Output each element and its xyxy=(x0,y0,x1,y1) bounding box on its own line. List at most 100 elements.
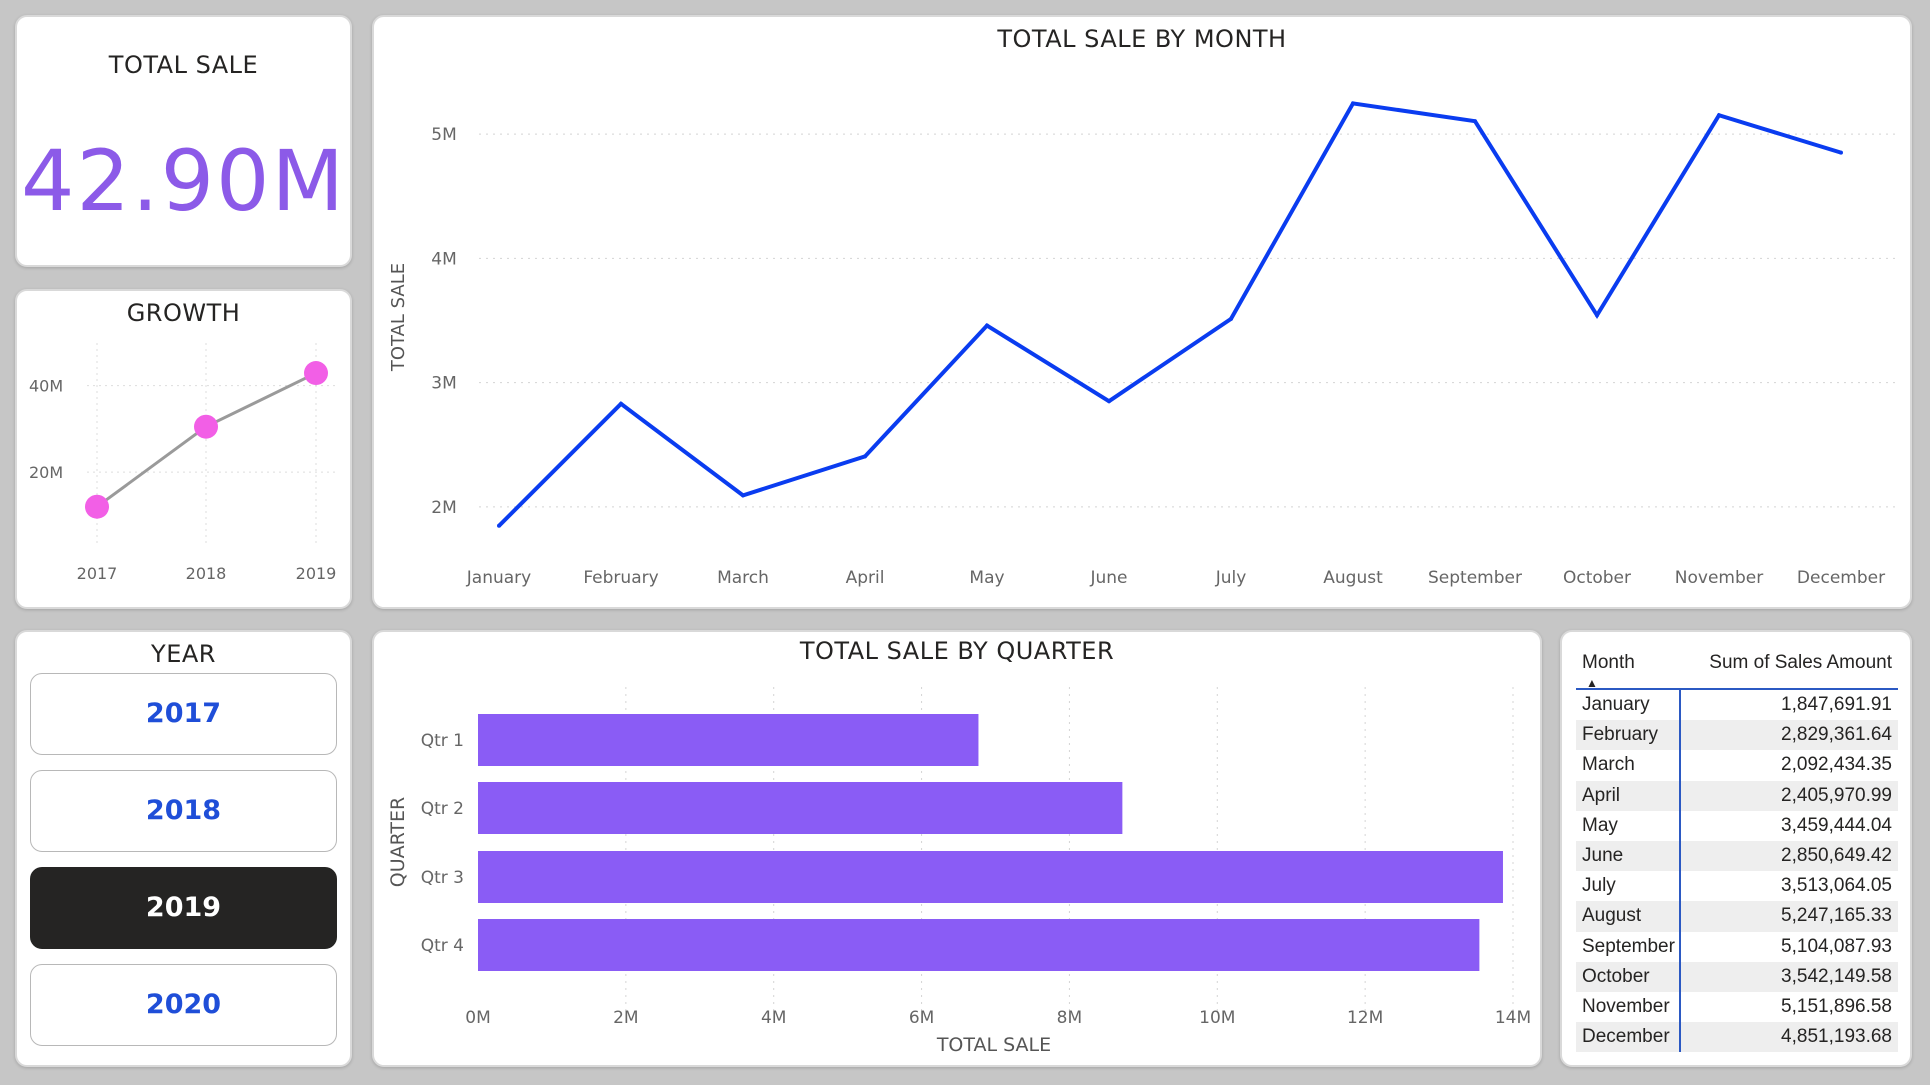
table-cell-amount: 2,850,649.42 xyxy=(1781,845,1892,867)
month-point-January xyxy=(497,523,501,528)
table-cell-month: March xyxy=(1576,750,1681,781)
month-sales-line xyxy=(497,101,1842,528)
month-x-tick-label: August xyxy=(1323,568,1383,588)
quarter-x-tick-label: 10M xyxy=(1199,1008,1235,1028)
quarter-bar-2 xyxy=(478,782,1123,834)
table-row[interactable]: June 2,850,649.42 xyxy=(1576,840,1898,872)
month-point-March xyxy=(741,493,745,498)
quarter-y-tick-label: Qtr 4 xyxy=(421,936,464,956)
year-button-2020[interactable]: 2020 xyxy=(30,964,337,1046)
month-x-tick-label: September xyxy=(1428,568,1522,588)
table-row[interactable]: November 5,151,896.58 xyxy=(1576,991,1898,1023)
month-point-April xyxy=(863,454,867,459)
quarter-chart-card: TOTAL SALE BY QUARTER 0M 2M 4M 6M 8M 10M 12M 14… xyxy=(372,630,1542,1067)
month-x-tick-label: May xyxy=(969,568,1004,588)
month-x-tick-label: November xyxy=(1675,568,1763,588)
month-x-tick-label: October xyxy=(1563,568,1631,588)
table-row[interactable]: August 5,247,165.33 xyxy=(1576,901,1898,932)
month-point-December xyxy=(1839,150,1843,155)
quarter-x-tick-label: 8M xyxy=(1057,1008,1082,1028)
growth-point-2018 xyxy=(194,414,218,439)
table-cell-amount: 5,151,896.58 xyxy=(1781,995,1892,1017)
table-cell-amount: 2,829,361.64 xyxy=(1781,724,1892,746)
total-sale-value: 42.90M xyxy=(21,132,346,230)
growth-chart: 20M 40M 2017 2018 2019 xyxy=(29,343,337,583)
quarter-y-tick-label: Qtr 2 xyxy=(421,799,464,819)
year-slicer-title: YEAR xyxy=(151,640,216,668)
quarter-bar-chart: 0M 2M 4M 6M 8M 10M 12M 14M Qtr 1 Qtr 2 Qtr 3 Qtr 4 T… xyxy=(387,687,1531,1056)
month-point-November xyxy=(1717,113,1721,118)
month-y-tick-label: 4M xyxy=(431,249,456,269)
table-cell-amount: 5,104,087.93 xyxy=(1781,935,1892,957)
quarter-bar-4 xyxy=(478,919,1480,971)
month-point-August xyxy=(1351,101,1355,106)
quarter-bar-3 xyxy=(478,851,1503,903)
table-cell-month: May xyxy=(1576,810,1681,841)
month-x-tick-label: March xyxy=(717,568,769,588)
month-x-tick-label: February xyxy=(583,568,658,588)
table-row[interactable]: July 3,513,064.05 xyxy=(1576,871,1898,902)
table-row[interactable]: October 3,542,149.58 xyxy=(1576,961,1898,992)
table-cell-amount: 4,851,193.68 xyxy=(1781,1026,1892,1048)
table-cell-amount: 3,542,149.58 xyxy=(1781,965,1892,987)
table-cell-amount: 1,847,691.91 xyxy=(1781,694,1892,716)
month-line-chart: 2M 3M 4M 5M TOTAL SALE January February March Ap… xyxy=(388,101,1899,588)
year-button-2019[interactable]: 2019 xyxy=(30,867,337,949)
amount-column-header[interactable]: Sum of Sales Amount xyxy=(1709,652,1892,673)
sort-ascending-icon: ▲ xyxy=(1586,676,1598,690)
quarter-x-tick-label: 14M xyxy=(1495,1008,1531,1028)
quarter-x-tick-label: 2M xyxy=(613,1008,638,1028)
table-cell-amount: 3,459,444.04 xyxy=(1781,814,1892,836)
table-cell-month: July xyxy=(1576,871,1681,902)
month-x-tick-label: June xyxy=(1089,568,1127,588)
table-cell-month: September xyxy=(1576,931,1681,962)
month-y-tick-label: 2M xyxy=(431,498,456,518)
sales-table-card: Month Sum of Sales Amount ▲ January 1,847… xyxy=(1560,630,1912,1067)
month-chart-title: TOTAL SALE BY MONTH xyxy=(997,25,1287,53)
table-body: January 1,847,691.91 February 2,829,361.64 M… xyxy=(1576,690,1898,1053)
month-x-tick-label: December xyxy=(1797,568,1885,588)
table-cell-month: April xyxy=(1576,780,1681,811)
growth-card: GROWTH 20M 40M 2017 2018 2019 xyxy=(15,289,352,609)
quarter-x-tick-label: 4M xyxy=(761,1008,786,1028)
table-row[interactable]: January 1,847,691.91 xyxy=(1576,690,1898,721)
quarter-bar-1 xyxy=(478,714,979,766)
growth-x-tick-label: 2017 xyxy=(77,564,118,583)
table-cell-month: December xyxy=(1576,1022,1681,1053)
month-y-tick-label: 5M xyxy=(431,125,456,145)
month-point-May xyxy=(985,323,989,328)
growth-y-tick-label: 40M xyxy=(29,377,63,396)
quarter-y-tick-label: Qtr 3 xyxy=(421,868,464,888)
table-cell-month: October xyxy=(1576,961,1681,992)
quarter-x-tick-label: 12M xyxy=(1347,1008,1383,1028)
table-header: Month Sum of Sales Amount ▲ xyxy=(1576,646,1898,690)
table-row[interactable]: May 3,459,444.04 xyxy=(1576,810,1898,841)
growth-point-2017 xyxy=(85,494,109,519)
total-sale-card: TOTAL SALE 42.90M xyxy=(15,15,352,267)
table-row[interactable]: March 2,092,434.35 xyxy=(1576,750,1898,781)
table-cell-amount: 2,092,434.35 xyxy=(1781,754,1892,776)
month-point-February xyxy=(619,401,623,406)
growth-y-tick-label: 20M xyxy=(29,463,63,482)
table-row[interactable]: February 2,829,361.64 xyxy=(1576,720,1898,751)
growth-point-2019 xyxy=(304,361,328,386)
year-button-2017[interactable]: 2017 xyxy=(30,673,337,755)
table-row[interactable]: December 4,851,193.68 xyxy=(1576,1022,1898,1053)
year-slicer-card: YEAR 2017 2018 2019 2020 xyxy=(15,630,352,1067)
sales-table: Month Sum of Sales Amount ▲ January 1,847… xyxy=(1576,646,1898,1053)
growth-x-tick-label: 2018 xyxy=(186,564,227,583)
month-x-tick-label: January xyxy=(466,568,531,588)
year-button-2018[interactable]: 2018 xyxy=(30,770,337,852)
month-column-header[interactable]: Month xyxy=(1582,652,1635,673)
table-row[interactable]: April 2,405,970.99 xyxy=(1576,780,1898,811)
month-point-October xyxy=(1595,313,1599,318)
table-cell-amount: 3,513,064.05 xyxy=(1781,875,1892,897)
growth-title: GROWTH xyxy=(126,299,241,327)
month-point-July xyxy=(1229,316,1233,321)
quarter-chart-title: TOTAL SALE BY QUARTER xyxy=(799,637,1115,665)
quarter-y-tick-label: Qtr 1 xyxy=(421,731,464,751)
table-row[interactable]: September 5,104,087.93 xyxy=(1576,931,1898,962)
month-chart-card: TOTAL SALE BY MONTH 2M 3M 4M 5M TOTAL SALE Ja… xyxy=(372,15,1912,609)
month-y-axis-label: TOTAL SALE xyxy=(388,263,409,372)
total-sale-title: TOTAL SALE xyxy=(108,51,259,79)
